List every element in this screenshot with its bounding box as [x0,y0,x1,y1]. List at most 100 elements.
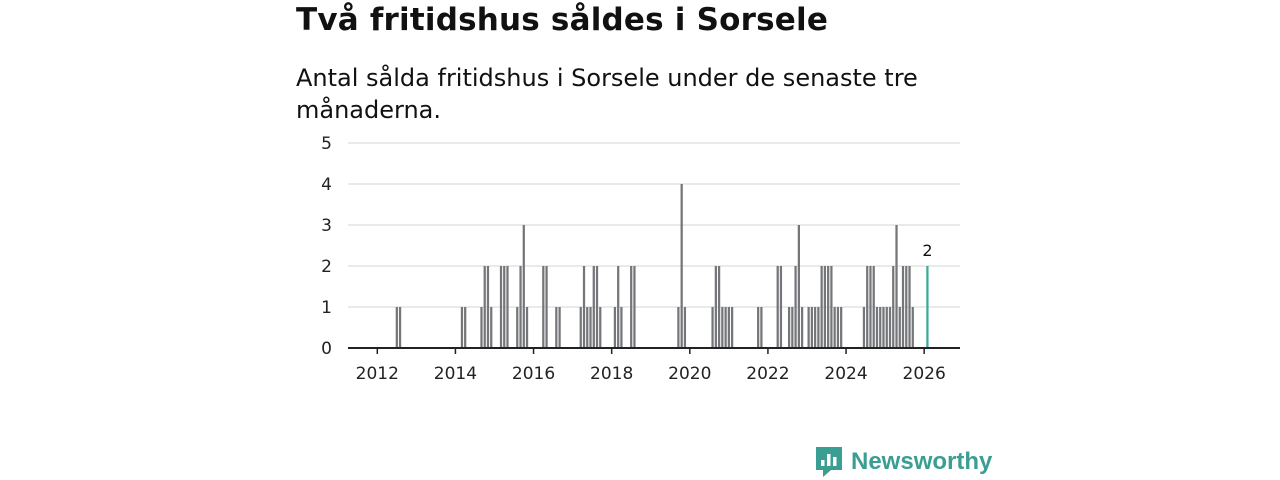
bar [480,307,483,348]
bar [464,307,467,348]
bar [542,266,545,348]
newsworthy-brand: Newsworthy [815,446,992,478]
data-labels: 2 [922,241,932,260]
x-tick-label: 2022 [746,364,789,384]
brand-name: Newsworthy [851,448,993,475]
bar [595,266,599,348]
bar [895,225,898,348]
bar [905,266,908,348]
bar [898,307,901,348]
bar [730,307,734,348]
bar [677,307,680,348]
bar [586,307,589,348]
bar [888,307,892,348]
bar [613,307,617,348]
y-axis: 0 1 2 3 4 5 [321,134,332,359]
x-tick-label: 2016 [512,364,555,384]
bar [862,307,866,348]
bar [760,307,763,348]
bar [833,307,836,348]
bar [869,266,872,348]
bar [522,225,525,348]
bar [866,266,869,348]
bar [714,266,717,348]
data-label: 2 [922,241,932,260]
chart-title: Två fritidshus såldes i Sorsele [296,2,829,38]
bar [711,307,714,348]
y-tick-label: 2 [321,257,332,277]
bar [892,266,895,348]
bar [797,225,800,348]
newsworthy-logo-icon [816,447,842,477]
bar [724,307,727,348]
y-tick-label: 5 [321,134,332,154]
bar [827,266,830,348]
x-tick-label: 2018 [590,364,633,384]
bar [592,266,595,348]
bar [872,266,875,348]
bar [490,307,493,348]
bar [779,266,783,348]
bar [800,307,804,348]
bar [757,307,760,348]
bar [582,266,586,348]
bar [879,307,882,348]
bar [486,266,490,348]
bar-current [926,266,929,348]
gridlines [348,142,960,308]
bar [617,266,620,348]
bar [727,307,730,348]
bar [395,307,398,348]
bar [519,266,522,348]
bar [820,266,823,348]
x-tick-label: 2012 [356,364,399,384]
bar [506,266,509,348]
y-tick-label: 1 [321,298,332,318]
bar [460,307,464,348]
bar [840,307,843,348]
bar [545,266,548,348]
bar [717,266,721,348]
x-tick-label: 2014 [434,364,477,384]
bar [579,307,582,348]
y-tick-label: 4 [321,175,332,195]
bar [683,307,687,348]
bar [901,266,905,348]
bar [875,307,879,348]
bar [810,307,814,348]
y-tick-label: 3 [321,216,332,236]
bar [503,266,506,348]
bar [633,266,636,348]
bar [525,307,529,348]
bar [807,307,810,348]
bar [823,266,827,348]
bar [908,266,911,348]
bar [620,307,623,348]
bar [558,307,561,348]
bar [398,307,402,348]
bar [885,307,888,348]
x-axis: 2012 2014 2016 2018 2020 2022 2024 2026 [356,348,946,384]
x-tick-label: 2026 [903,364,946,384]
bar [817,307,820,348]
bar [499,266,503,348]
bar [830,266,833,348]
x-tick-label: 2020 [668,364,711,384]
bar [794,266,797,348]
bar [483,266,486,348]
chart-subtitle: Antal sålda fritidshus i Sorsele under d… [296,64,918,124]
bar [680,184,683,348]
bar [911,307,914,348]
bar [721,307,724,348]
bar [555,307,558,348]
bar [589,307,592,348]
bar [882,307,885,348]
bar [599,307,602,348]
x-tick-label: 2024 [824,364,867,384]
bar [813,307,817,348]
bar [787,307,791,348]
bar [776,266,779,348]
bar [630,266,633,348]
bar [791,307,794,348]
